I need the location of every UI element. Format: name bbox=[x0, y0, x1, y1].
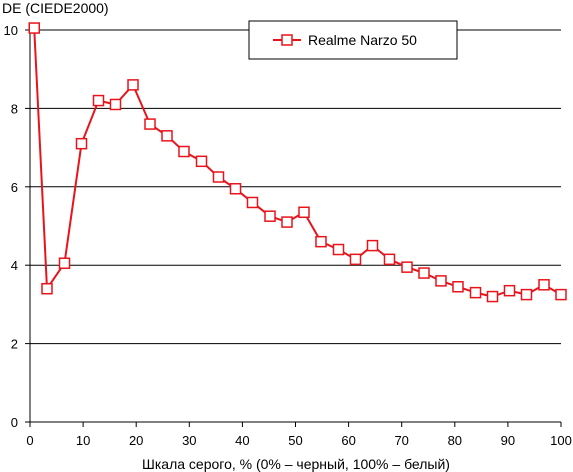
x-tick-label: 30 bbox=[182, 433, 196, 448]
data-point bbox=[538, 279, 550, 291]
x-tick-label: 100 bbox=[550, 433, 572, 448]
x-tick-label: 80 bbox=[448, 433, 462, 448]
data-point bbox=[109, 98, 122, 111]
data-point bbox=[469, 286, 482, 299]
data-point bbox=[452, 281, 464, 293]
axes bbox=[25, 29, 562, 427]
data-point bbox=[401, 261, 413, 273]
x-tick-label: 20 bbox=[129, 433, 143, 448]
data-point bbox=[212, 171, 225, 183]
x-tick-label: 40 bbox=[235, 433, 249, 448]
data-point bbox=[366, 239, 379, 252]
data-point bbox=[486, 290, 499, 303]
data-point bbox=[520, 288, 533, 301]
x-tick-label: 90 bbox=[501, 433, 515, 448]
data-point bbox=[75, 137, 88, 150]
data-point bbox=[246, 196, 259, 209]
data-point bbox=[264, 210, 276, 222]
data-point bbox=[161, 130, 173, 142]
data-point bbox=[195, 155, 208, 168]
data-point bbox=[298, 206, 310, 219]
y-tick-label: 0 bbox=[11, 415, 18, 430]
data-point bbox=[58, 257, 71, 269]
x-tick-label: 60 bbox=[341, 433, 355, 448]
legend-label: Realme Narzo 50 bbox=[308, 32, 417, 48]
data-point bbox=[383, 253, 396, 266]
x-axis-title: Шкала серого, % (0% – черный, 100% – бел… bbox=[142, 456, 450, 472]
data-point bbox=[332, 243, 345, 256]
data-point bbox=[418, 267, 430, 279]
data-point bbox=[144, 118, 156, 130]
data-point bbox=[92, 94, 105, 107]
series-line bbox=[33, 27, 562, 298]
legend: Realme Narzo 50 bbox=[248, 20, 458, 60]
grid-lines bbox=[30, 29, 561, 345]
data-point bbox=[503, 284, 516, 297]
data-point bbox=[315, 235, 327, 248]
data-point bbox=[178, 145, 190, 158]
data-point bbox=[349, 253, 362, 266]
data-point bbox=[127, 79, 139, 91]
y-tick-label: 2 bbox=[11, 337, 18, 352]
data-point bbox=[281, 216, 293, 228]
x-tick-label: 10 bbox=[76, 433, 90, 448]
y-axis-title: DE (CIEDE2000) bbox=[2, 0, 109, 16]
x-tick-label: 0 bbox=[26, 433, 33, 448]
data-point bbox=[555, 288, 567, 301]
y-tick-label: 10 bbox=[4, 23, 18, 38]
series-layer bbox=[28, 22, 567, 303]
legend-marker-sample bbox=[281, 34, 293, 46]
data-point bbox=[28, 22, 40, 34]
x-tick-label: 50 bbox=[288, 433, 302, 448]
data-point bbox=[41, 282, 53, 295]
y-tick-label: 6 bbox=[11, 180, 18, 195]
data-point bbox=[229, 183, 242, 195]
data-point bbox=[435, 275, 447, 287]
x-tick-label: 70 bbox=[394, 433, 408, 448]
y-tick-label: 8 bbox=[11, 101, 18, 116]
y-tick-label: 4 bbox=[11, 258, 18, 273]
